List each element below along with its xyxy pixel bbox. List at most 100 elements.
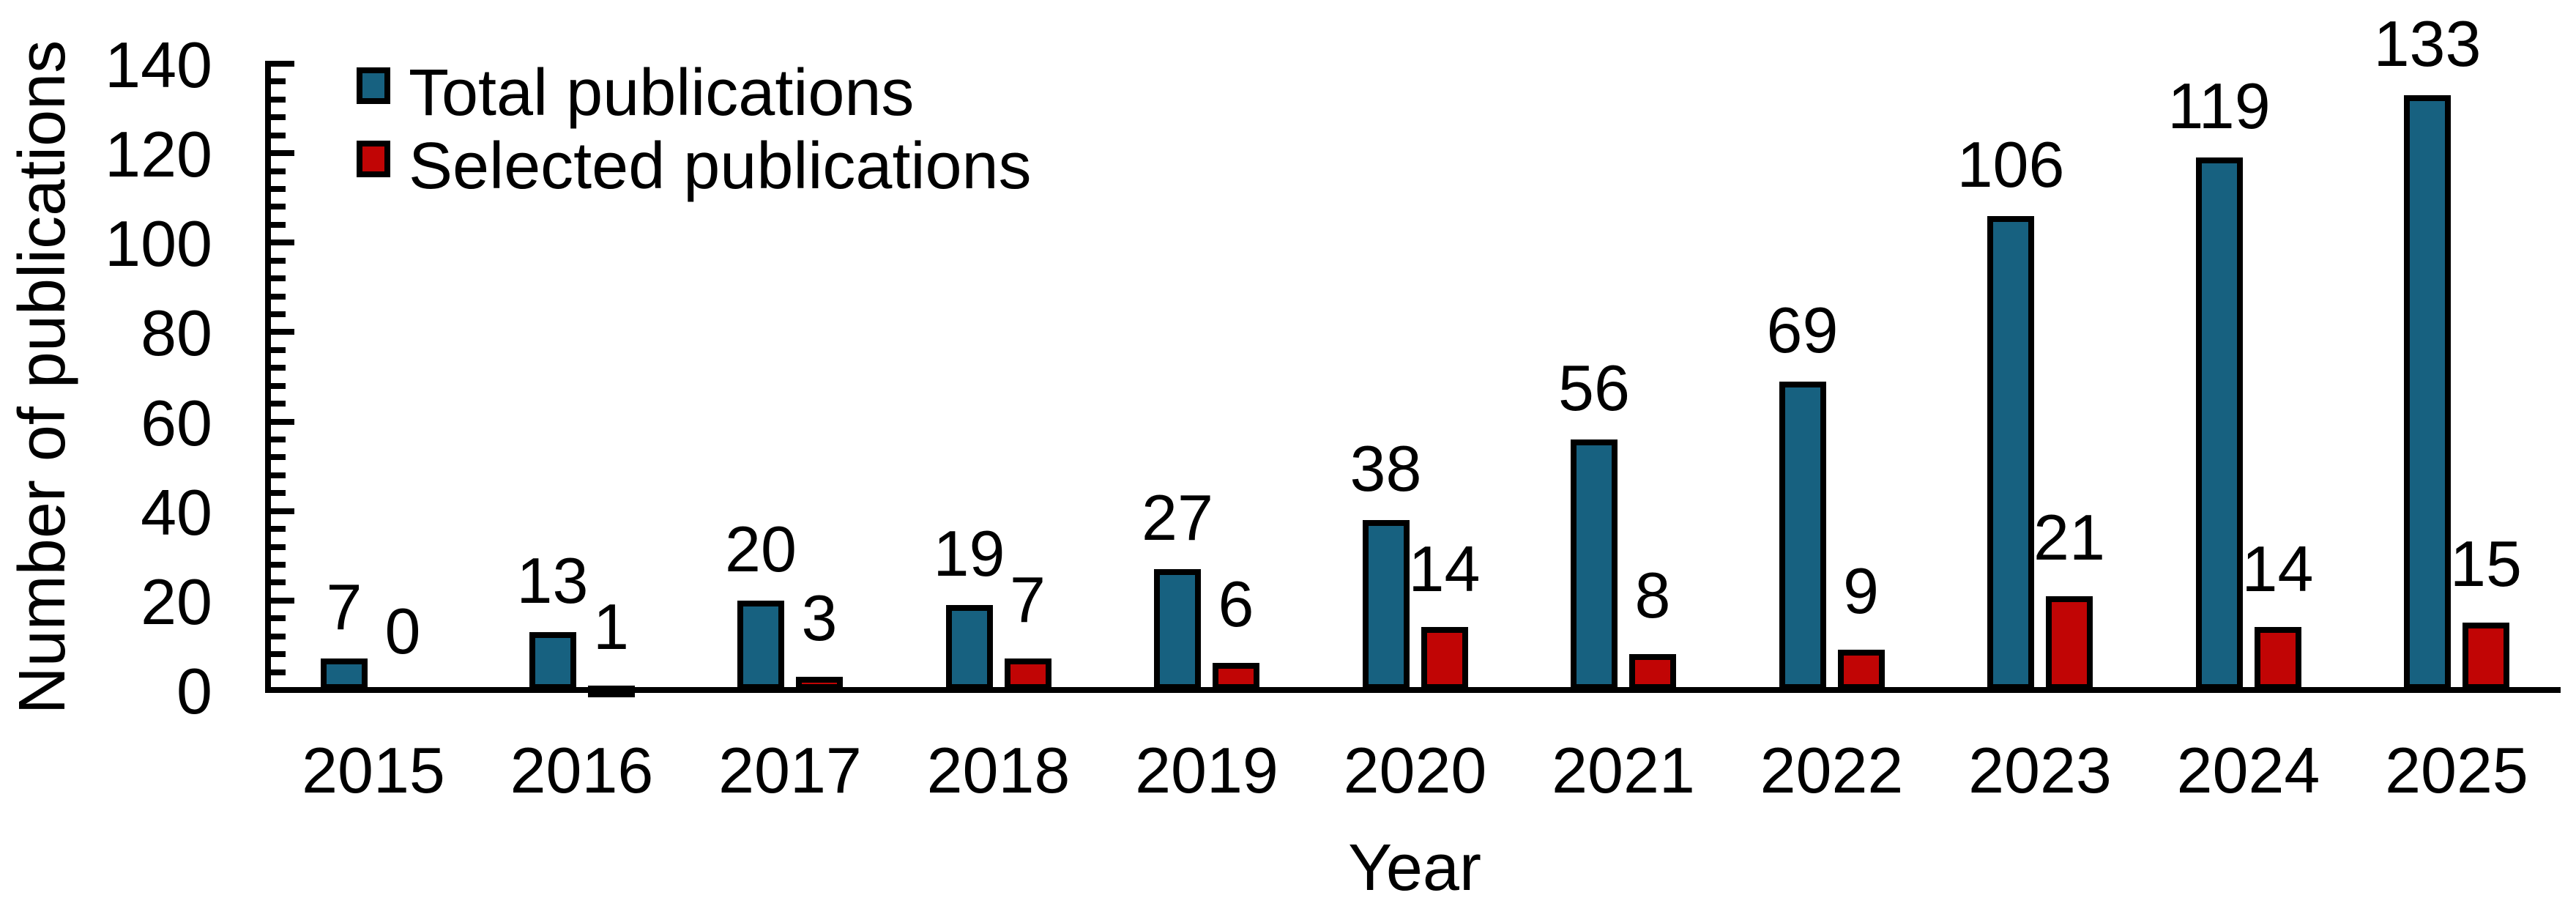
y-tick-minor-4 bbox=[265, 669, 286, 675]
y-tick-minor-84 bbox=[265, 311, 286, 317]
y-tick-minor-116 bbox=[265, 168, 286, 174]
legend-label-selected-publications: Selected publications bbox=[409, 130, 1032, 203]
y-tick-label-100: 100 bbox=[105, 207, 212, 281]
y-tick-major-20 bbox=[265, 597, 294, 604]
bar-label-total-publications-2019: 27 bbox=[1142, 481, 1213, 554]
bar-total-publications-2020 bbox=[1362, 520, 1410, 690]
bar-selected-publications-2020 bbox=[1421, 627, 1468, 690]
bar-total-publications-2025 bbox=[2404, 95, 2451, 690]
bar-total-publications-2023 bbox=[1987, 216, 2034, 690]
x-category-label-2020: 2020 bbox=[1343, 734, 1487, 806]
bar-selected-publications-2016 bbox=[587, 686, 635, 697]
bar-label-total-publications-2015: 7 bbox=[326, 571, 362, 644]
x-category-label-2025: 2025 bbox=[2385, 734, 2528, 806]
y-tick-minor-52 bbox=[265, 454, 286, 461]
bar-label-selected-publications-2020: 14 bbox=[1408, 532, 1481, 605]
bar-label-total-publications-2016: 13 bbox=[516, 543, 589, 617]
y-tick-minor-96 bbox=[265, 257, 286, 264]
bar-label-selected-publications-2025: 15 bbox=[2450, 527, 2522, 601]
legend-marker-total-publications bbox=[357, 67, 390, 104]
y-tick-minor-44 bbox=[265, 490, 286, 497]
bar-total-publications-2022 bbox=[1779, 382, 1826, 690]
y-tick-minor-36 bbox=[265, 526, 286, 533]
x-category-label-2018: 2018 bbox=[926, 734, 1071, 806]
bar-label-total-publications-2018: 19 bbox=[933, 516, 1005, 590]
bar-label-total-publications-2024: 119 bbox=[2167, 70, 2271, 143]
y-tick-minor-32 bbox=[265, 543, 286, 550]
y-tick-minor-124 bbox=[265, 132, 286, 138]
bar-label-selected-publications-2017: 3 bbox=[801, 581, 838, 654]
y-tick-major-80 bbox=[265, 329, 294, 335]
bar-selected-publications-2025 bbox=[2463, 623, 2509, 690]
y-tick-minor-76 bbox=[265, 346, 286, 353]
x-category-label-2017: 2017 bbox=[718, 734, 862, 806]
bar-label-total-publications-2023: 106 bbox=[1957, 127, 2065, 201]
bar-label-total-publications-2017: 20 bbox=[725, 512, 797, 585]
bar-total-publications-2021 bbox=[1571, 439, 1618, 690]
y-tick-minor-72 bbox=[265, 365, 286, 371]
y-tick-minor-68 bbox=[265, 382, 286, 389]
bar-total-publications-2017 bbox=[737, 601, 784, 690]
bar-label-total-publications-2025: 133 bbox=[2373, 7, 2482, 80]
y-tick-label-60: 60 bbox=[141, 386, 212, 459]
y-tick-minor-48 bbox=[265, 472, 286, 478]
y-tick-minor-112 bbox=[265, 186, 286, 192]
x-axis-line bbox=[265, 687, 2561, 693]
y-tick-minor-108 bbox=[265, 204, 286, 210]
x-category-label-2021: 2021 bbox=[1552, 734, 1695, 806]
y-tick-minor-24 bbox=[265, 579, 286, 586]
x-category-label-2023: 2023 bbox=[1968, 734, 2112, 806]
bar-total-publications-2024 bbox=[2195, 157, 2243, 690]
bar-label-total-publications-2020: 38 bbox=[1350, 431, 1422, 505]
bar-label-selected-publications-2016: 1 bbox=[593, 590, 629, 663]
y-axis-line bbox=[265, 62, 271, 693]
bar-selected-publications-2021 bbox=[1629, 654, 1676, 690]
y-tick-major-140 bbox=[265, 61, 294, 67]
bar-total-publications-2019 bbox=[1154, 569, 1201, 690]
bar-selected-publications-2019 bbox=[1213, 663, 1259, 690]
y-tick-minor-104 bbox=[265, 221, 286, 228]
bar-label-selected-publications-2023: 21 bbox=[2033, 500, 2105, 574]
x-category-label-2019: 2019 bbox=[1135, 734, 1278, 806]
bar-label-selected-publications-2019: 6 bbox=[1218, 568, 1254, 641]
y-tick-minor-132 bbox=[265, 96, 286, 103]
legend-marker-selected-publications bbox=[357, 141, 390, 177]
y-tick-major-60 bbox=[265, 418, 294, 425]
x-category-label-2015: 2015 bbox=[302, 734, 445, 806]
y-tick-minor-28 bbox=[265, 562, 286, 568]
y-tick-label-140: 140 bbox=[105, 29, 212, 101]
y-tick-major-40 bbox=[265, 508, 294, 514]
y-tick-minor-136 bbox=[265, 78, 286, 85]
x-category-label-2024: 2024 bbox=[2176, 734, 2320, 806]
bar-label-selected-publications-2018: 7 bbox=[1010, 563, 1046, 637]
x-category-label-2022: 2022 bbox=[1760, 734, 1904, 806]
y-tick-minor-16 bbox=[265, 615, 286, 622]
bar-label-total-publications-2022: 69 bbox=[1766, 293, 1839, 366]
y-tick-minor-64 bbox=[265, 401, 286, 407]
bar-label-selected-publications-2024: 14 bbox=[2241, 532, 2314, 605]
y-tick-major-100 bbox=[265, 240, 294, 246]
y-tick-minor-12 bbox=[265, 633, 286, 639]
x-category-label-2016: 2016 bbox=[510, 734, 654, 806]
y-tick-minor-56 bbox=[265, 437, 286, 442]
bar-label-selected-publications-2021: 8 bbox=[1634, 559, 1671, 632]
bar-total-publications-2016 bbox=[529, 632, 576, 690]
bar-total-publications-2018 bbox=[945, 605, 993, 690]
bar-selected-publications-2018 bbox=[1004, 658, 1051, 690]
bar-label-selected-publications-2015: 0 bbox=[384, 595, 421, 667]
bar-label-selected-publications-2022: 9 bbox=[1843, 554, 1879, 628]
x-axis-title: Year bbox=[1348, 831, 1481, 905]
bar-selected-publications-2022 bbox=[1837, 650, 1885, 690]
y-tick-minor-92 bbox=[265, 275, 286, 282]
y-tick-major-0 bbox=[265, 687, 294, 693]
bar-selected-publications-2017 bbox=[796, 677, 843, 690]
legend-label-total-publications: Total publications bbox=[409, 56, 915, 130]
bar-selected-publications-2024 bbox=[2254, 627, 2301, 690]
y-tick-minor-8 bbox=[265, 651, 286, 658]
bar-selected-publications-2023 bbox=[2046, 596, 2093, 690]
bar-label-total-publications-2021: 56 bbox=[1558, 352, 1630, 424]
y-tick-label-80: 80 bbox=[141, 297, 212, 370]
y-tick-label-0: 0 bbox=[176, 655, 212, 727]
y-tick-major-120 bbox=[265, 150, 294, 157]
